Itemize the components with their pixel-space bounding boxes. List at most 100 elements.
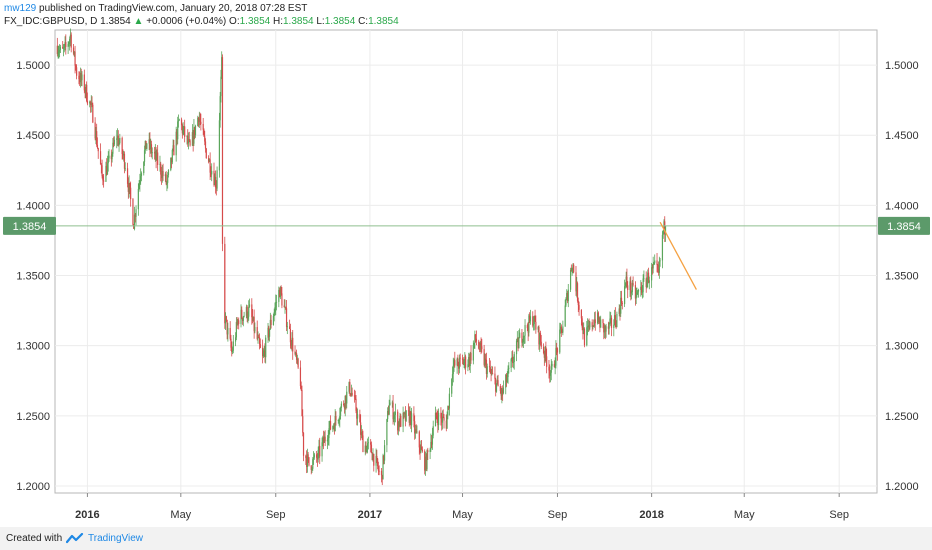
candle-body: [527, 328, 529, 333]
candle-body: [118, 142, 120, 146]
candle-body: [308, 457, 310, 466]
candle-body: [572, 264, 574, 268]
candle-body: [339, 415, 341, 420]
candle-body: [332, 426, 334, 430]
candle-body: [305, 455, 307, 459]
candle-body: [113, 139, 116, 145]
candle-body: [378, 470, 380, 472]
candle-body: [447, 406, 449, 416]
candle-body: [350, 393, 352, 396]
candle-body: [653, 262, 655, 265]
candle-body: [593, 325, 595, 327]
candle-body: [511, 357, 513, 360]
candle-body: [259, 344, 261, 348]
candle-body: [184, 126, 186, 137]
candle-body: [640, 286, 643, 293]
y-tick-label-right: 1.4500: [885, 130, 919, 142]
candle-body: [139, 180, 141, 184]
candle-body: [248, 304, 251, 307]
candle-body: [632, 283, 634, 286]
candle-body: [214, 176, 217, 188]
candle-body: [586, 327, 588, 346]
candle-body: [63, 44, 65, 48]
candle-body: [254, 327, 256, 332]
candle-body: [587, 325, 589, 327]
candle-body: [295, 353, 297, 355]
candle-body: [512, 357, 514, 364]
candle-body: [424, 451, 426, 471]
candle-body: [338, 419, 340, 421]
candle-body: [112, 142, 114, 154]
candle-body: [359, 414, 361, 423]
candle-body: [175, 131, 177, 156]
candle-body: [366, 446, 368, 453]
candle-body: [289, 328, 292, 343]
candle-body: [664, 221, 666, 235]
y-tick-label-left: 1.3000: [16, 341, 50, 353]
candle-body: [262, 347, 264, 357]
candle-body: [550, 366, 552, 373]
candle-body: [192, 132, 194, 144]
candle-body: [137, 188, 139, 210]
candle-body: [414, 421, 416, 434]
tradingview-brand-link[interactable]: TradingView: [88, 533, 144, 544]
price-change: +0.0006 (+0.04%): [146, 16, 227, 27]
candle-body: [145, 140, 147, 149]
candle-body: [569, 269, 572, 290]
candle-body: [126, 168, 129, 184]
candle-body: [554, 365, 556, 368]
x-tick-label: May: [452, 509, 473, 521]
candle-body: [521, 332, 523, 343]
candle-body: [237, 320, 239, 324]
candle-body: [464, 356, 466, 363]
trendline[interactable]: [659, 221, 697, 290]
x-tick-label: Sep: [266, 509, 286, 521]
candle-body: [478, 348, 481, 350]
candle-body: [186, 136, 188, 137]
candle-body: [591, 322, 593, 328]
candle-body: [272, 316, 275, 325]
candle-body: [475, 338, 478, 342]
candle-body: [496, 380, 498, 384]
candle-body: [313, 454, 315, 458]
candle-body: [532, 316, 534, 326]
candle-body: [273, 312, 275, 317]
candle-body: [505, 374, 508, 383]
candle-body: [485, 358, 487, 360]
candle-body: [56, 45, 58, 55]
candle-body: [340, 403, 342, 408]
candle-body: [57, 52, 59, 55]
y-tick-label-left: 1.4000: [16, 200, 50, 212]
x-tick-label: 2016: [75, 509, 99, 521]
candle-body: [529, 316, 532, 322]
y-tick-label-right: 1.4000: [885, 200, 919, 212]
candle-body: [431, 441, 433, 445]
candle-body: [86, 84, 88, 101]
price-chart[interactable]: 1.2000 1.2000 1.2500 1.2500 1.3000 1.3000 1.35…: [0, 0, 932, 527]
candle-body: [123, 153, 126, 169]
candle-body: [387, 410, 389, 420]
candle-body: [324, 436, 326, 442]
plot-area[interactable]: [54, 29, 878, 494]
candle-body: [602, 319, 604, 324]
y-tick-label-left: 1.2500: [16, 411, 50, 423]
open-value: 1.3854: [239, 16, 271, 27]
candle-body: [317, 449, 319, 460]
candle-body: [252, 316, 254, 321]
candle-body: [241, 318, 244, 321]
candle-body: [453, 360, 455, 366]
high-label: H:: [272, 16, 283, 27]
candle-body: [123, 153, 125, 156]
candle-body: [512, 362, 515, 364]
candle-body: [662, 230, 664, 235]
candle-body: [647, 272, 649, 281]
candle-body: [657, 264, 659, 269]
candle-body: [577, 300, 579, 306]
candle-body: [424, 456, 427, 471]
candle-body: [327, 438, 329, 440]
candle-body: [472, 344, 474, 361]
author-link[interactable]: mw129: [4, 3, 37, 14]
candle-body: [438, 412, 440, 426]
candle-body: [481, 346, 483, 350]
candle-body: [322, 437, 325, 443]
